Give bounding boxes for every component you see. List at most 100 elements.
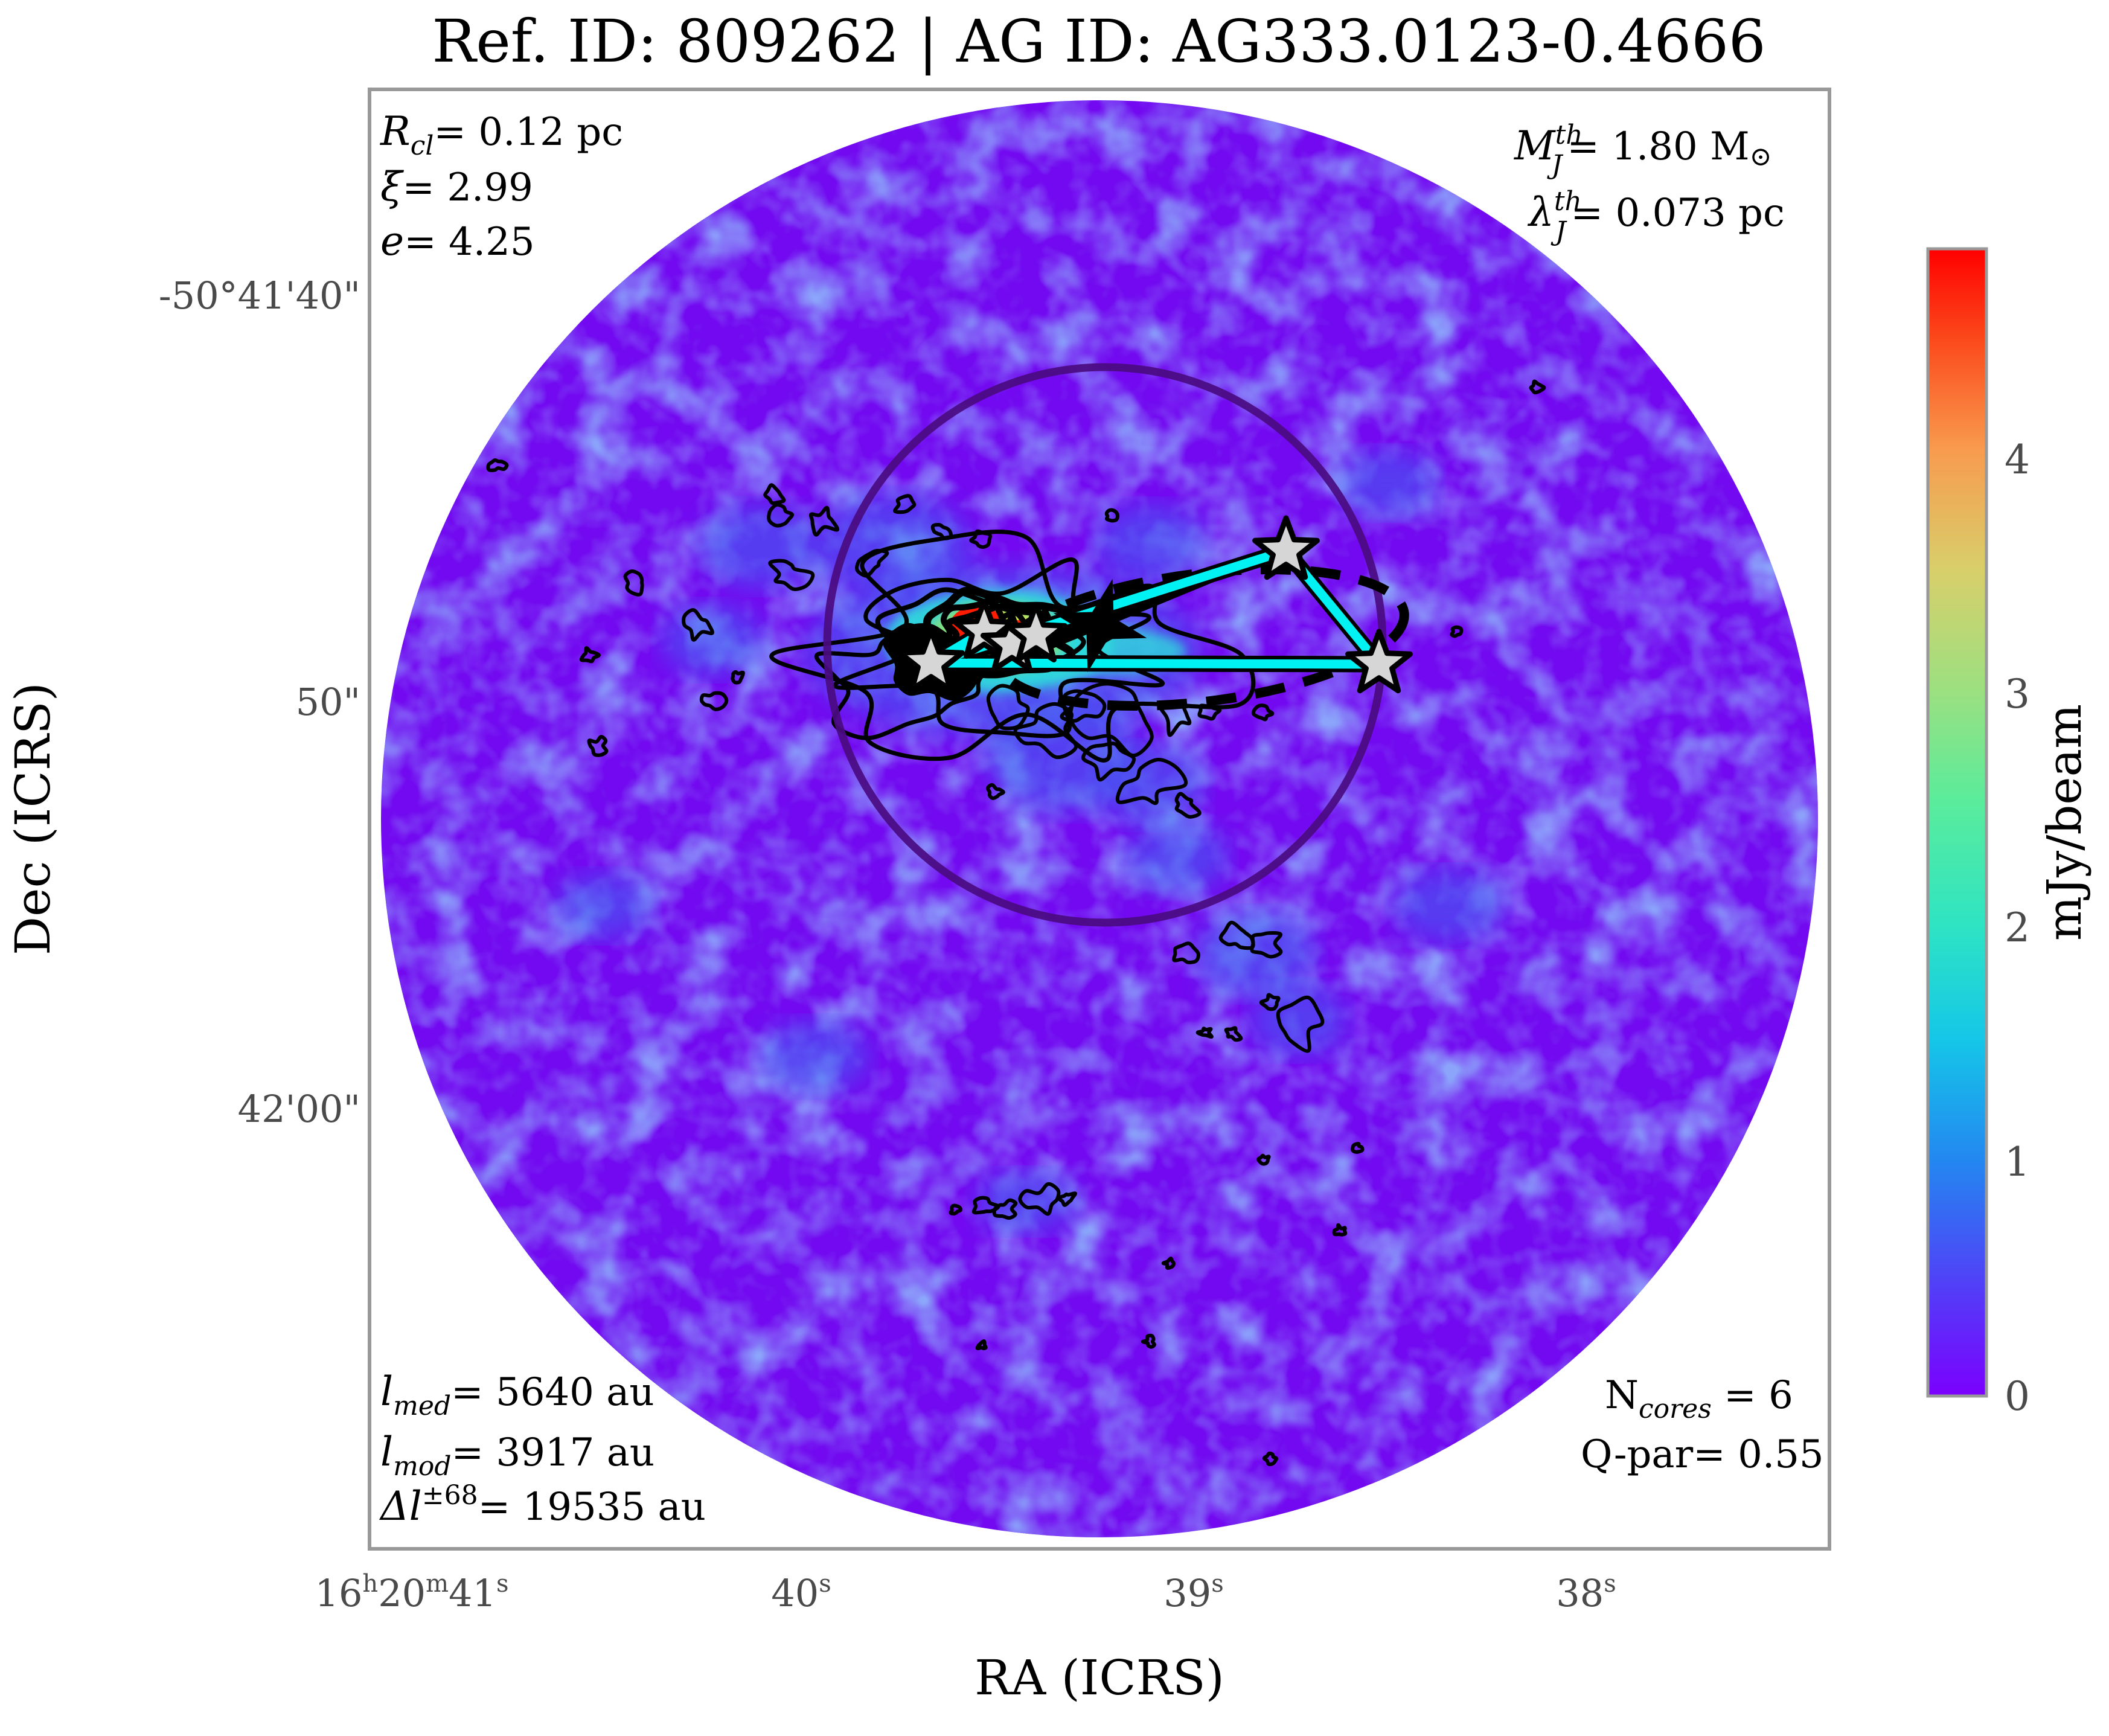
colorbar — [1926, 247, 1988, 1398]
contour-blob — [1350, 1142, 1365, 1154]
contour-blob — [1172, 941, 1200, 964]
bright-patch — [661, 604, 764, 676]
annotation-jeans-length: λth J = 0.073 pc — [1527, 186, 1785, 247]
figure-title: Ref. ID: 809262 | AG ID: AG333.0123-0.46… — [432, 7, 1765, 75]
field-noise-fine — [381, 100, 1818, 1537]
bright-patch — [1340, 450, 1437, 516]
contour-blob — [893, 494, 917, 514]
annotation-qpar: Q-par= 0.55 — [1581, 1432, 1824, 1477]
core-star-marker — [1252, 515, 1320, 580]
annotation-bottom-right: Ncores = 6 Q-par= 0.55 — [1581, 1373, 1824, 1477]
contour-blob — [808, 505, 839, 537]
contour-blob — [1250, 931, 1283, 959]
colorbar-tick-1: 1 — [2005, 1139, 2030, 1185]
annotation-rcl: Rcl= 0.12 pc — [380, 108, 623, 161]
axes-frame — [368, 88, 1831, 1551]
contour-blob — [731, 670, 745, 685]
y-tick-2: 42'00" — [238, 1087, 360, 1131]
annotation-lmed: lmed= 5640 au — [380, 1368, 654, 1421]
contour-blob — [699, 691, 729, 711]
contour-blob — [975, 1339, 988, 1351]
y-axis-label: Dec (ICRS) — [5, 682, 61, 955]
contour-blob — [1115, 757, 1188, 806]
bright-patch — [700, 504, 821, 589]
annotation-jeans-mass: Mth J = 1.80 M⊙ — [1514, 120, 1771, 181]
contour-blob — [1262, 1451, 1278, 1467]
contour-blob — [1332, 1223, 1348, 1237]
x-tick-2: 39s — [1163, 1570, 1223, 1615]
annotation-top-right: Mth J = 1.80 M⊙ λth J = 0.073 pc — [1514, 120, 1785, 247]
y-tick-1: 50" — [296, 680, 360, 724]
colorbar-tick-2: 2 — [2005, 905, 2030, 951]
contour-blob — [1450, 625, 1464, 638]
colorbar-tick-0: 0 — [2005, 1373, 2030, 1420]
x-tick-3: 38s — [1556, 1570, 1616, 1615]
bright-patch — [1126, 821, 1229, 894]
contour-blob — [768, 559, 815, 591]
contour-blob — [1069, 682, 1154, 758]
contour-blob — [971, 1196, 1000, 1215]
contour-blob — [1276, 995, 1325, 1053]
contour-blob — [623, 569, 644, 597]
contour-blob — [763, 483, 786, 505]
contour-blob — [969, 529, 992, 549]
colorbar-tick-3: 3 — [2005, 671, 2030, 717]
contour-blob — [1256, 1153, 1271, 1166]
annotation-ncores: Ncores = 6 — [1605, 1373, 1793, 1424]
bright-patch — [1195, 912, 1316, 996]
bright-patch — [761, 1020, 869, 1093]
core-star-marker — [1345, 629, 1413, 694]
contour-blob — [1195, 1027, 1214, 1039]
center-cross-marker — [1053, 578, 1147, 673]
contour-blob — [1013, 702, 1078, 760]
core-star-marker — [1004, 602, 1068, 662]
colorbar-tick-4: 4 — [2005, 437, 2030, 483]
contour-blob — [1056, 1191, 1077, 1207]
x-tick-0: 16h20m41s — [315, 1570, 509, 1615]
contour-blob — [486, 458, 509, 472]
annotation-lmod: lmod= 3917 au — [380, 1429, 654, 1482]
contour-blob — [579, 646, 601, 664]
contour-blob — [1081, 741, 1136, 782]
contour-blob — [949, 1203, 963, 1216]
contour-blob — [1161, 1256, 1176, 1270]
x-axis-label: RA (ICRS) — [974, 1650, 1224, 1706]
annotation-top-left: Rcl= 0.12 pc ξ= 2.99 e= 4.25 — [380, 108, 623, 264]
contour-blob — [1529, 379, 1546, 395]
contour-blob — [1224, 1026, 1243, 1042]
contour-blob — [855, 548, 889, 578]
x-tick-1: 40s — [771, 1570, 831, 1615]
annotation-deltal: Δl±68= 19535 au — [379, 1480, 706, 1529]
contour-blob — [1141, 1333, 1156, 1349]
sky-field-layer — [381, 100, 1818, 1537]
y-tick-0: -50°41'40" — [159, 274, 360, 318]
contour-blob — [992, 1198, 1018, 1220]
contour-blob — [682, 608, 714, 642]
core-star-marker — [897, 627, 965, 693]
bright-patch — [1395, 870, 1503, 942]
bright-patch — [555, 873, 652, 939]
contour-blob — [1259, 993, 1281, 1011]
contour-blob — [985, 783, 1005, 800]
bright-patch — [1250, 984, 1346, 1057]
contour-blob — [930, 522, 953, 540]
annotation-xi: ξ= 2.99 — [380, 164, 533, 210]
contour-blob — [1251, 703, 1275, 722]
colorbar-label: mJy/beam — [2038, 704, 2092, 941]
contour-blob — [986, 684, 1030, 731]
core-star-marker — [952, 598, 1016, 659]
contour-filament — [769, 530, 1256, 763]
annotation-bottom-left: lmed= 5640 au lmod= 3917 au Δl±68= 19535… — [379, 1368, 706, 1529]
bright-patch — [1096, 746, 1205, 824]
contour-blob — [587, 735, 609, 757]
contour-blob — [1018, 1182, 1061, 1216]
overlay-layer — [823, 363, 1413, 927]
contour-blob — [1104, 508, 1120, 523]
contour-blob — [1218, 920, 1255, 950]
contour-blob — [767, 502, 795, 528]
bright-patch — [1096, 504, 1205, 583]
annotation-e: e= 4.25 — [380, 218, 535, 264]
contour-blob — [1174, 792, 1202, 819]
